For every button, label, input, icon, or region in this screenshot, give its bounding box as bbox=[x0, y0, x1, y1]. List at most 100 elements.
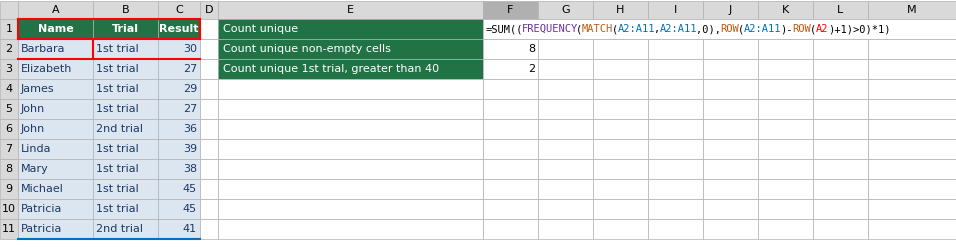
Bar bbox=[813, 219, 868, 239]
Text: (: ( bbox=[612, 24, 619, 34]
Bar bbox=[200, 199, 218, 219]
Bar bbox=[758, 159, 813, 179]
Bar bbox=[868, 219, 956, 239]
Bar bbox=[18, 139, 93, 159]
Text: 6: 6 bbox=[6, 124, 12, 134]
Bar bbox=[593, 199, 648, 219]
Bar bbox=[218, 39, 483, 59]
Bar bbox=[18, 39, 93, 59]
Bar bbox=[93, 219, 158, 239]
Bar bbox=[703, 59, 758, 79]
Bar bbox=[200, 59, 218, 79]
Bar bbox=[868, 19, 956, 39]
Bar bbox=[758, 1, 813, 19]
Bar bbox=[813, 199, 868, 219]
Text: 7: 7 bbox=[6, 144, 12, 154]
Bar bbox=[483, 19, 538, 39]
Text: 5: 5 bbox=[6, 104, 12, 114]
Bar bbox=[593, 179, 648, 199]
Bar bbox=[538, 99, 593, 119]
Bar bbox=[538, 159, 593, 179]
Bar bbox=[0, 99, 18, 119]
Bar bbox=[483, 59, 538, 79]
Bar bbox=[158, 99, 200, 119]
Text: 29: 29 bbox=[183, 84, 197, 94]
Bar bbox=[758, 119, 813, 139]
Text: D: D bbox=[205, 5, 213, 15]
Text: L: L bbox=[837, 5, 843, 15]
Text: 2: 2 bbox=[6, 44, 12, 54]
Text: 1st trial: 1st trial bbox=[96, 64, 139, 74]
Bar bbox=[18, 179, 93, 199]
Bar bbox=[218, 179, 483, 199]
Text: FREQUENCY: FREQUENCY bbox=[522, 24, 578, 34]
Text: G: G bbox=[561, 5, 570, 15]
Bar bbox=[703, 1, 758, 19]
Bar bbox=[93, 19, 158, 39]
Bar bbox=[0, 59, 18, 79]
Bar bbox=[218, 19, 483, 39]
Bar bbox=[538, 59, 593, 79]
Bar bbox=[758, 99, 813, 119]
Bar bbox=[648, 59, 703, 79]
Text: 27: 27 bbox=[183, 104, 197, 114]
Text: B: B bbox=[121, 5, 129, 15]
Text: 1: 1 bbox=[6, 24, 12, 34]
Bar bbox=[483, 19, 956, 39]
Bar bbox=[218, 1, 483, 19]
Bar bbox=[200, 139, 218, 159]
Bar bbox=[538, 199, 593, 219]
Text: Patricia: Patricia bbox=[21, 204, 62, 214]
Bar bbox=[758, 139, 813, 159]
Text: Barbara: Barbara bbox=[21, 44, 66, 54]
Text: E: E bbox=[347, 5, 354, 15]
Text: (: ( bbox=[810, 24, 816, 34]
Bar bbox=[93, 1, 158, 19]
Bar bbox=[200, 79, 218, 99]
Bar bbox=[0, 219, 18, 239]
Bar bbox=[703, 139, 758, 159]
Bar bbox=[0, 1, 18, 19]
Bar bbox=[538, 79, 593, 99]
Bar bbox=[758, 19, 813, 39]
Bar bbox=[703, 179, 758, 199]
Bar bbox=[758, 59, 813, 79]
Bar bbox=[758, 179, 813, 199]
Text: Mary: Mary bbox=[21, 164, 49, 174]
Bar bbox=[93, 59, 158, 79]
Text: 2: 2 bbox=[528, 64, 535, 74]
Text: Name: Name bbox=[37, 24, 74, 34]
Bar bbox=[200, 159, 218, 179]
Text: (: ( bbox=[738, 24, 745, 34]
Bar bbox=[158, 1, 200, 19]
Bar bbox=[868, 139, 956, 159]
Text: 27: 27 bbox=[183, 64, 197, 74]
Bar bbox=[868, 159, 956, 179]
Bar bbox=[483, 159, 538, 179]
Bar bbox=[703, 119, 758, 139]
Bar bbox=[200, 39, 218, 59]
Bar bbox=[758, 219, 813, 239]
Text: 8: 8 bbox=[6, 164, 12, 174]
Text: )+1)>0)*1): )+1)>0)*1) bbox=[828, 24, 890, 34]
Bar bbox=[483, 179, 538, 199]
Text: 3: 3 bbox=[6, 64, 12, 74]
Text: Michael: Michael bbox=[21, 184, 64, 194]
Bar bbox=[593, 219, 648, 239]
Bar bbox=[593, 99, 648, 119]
Bar bbox=[813, 1, 868, 19]
Bar bbox=[18, 199, 93, 219]
Text: 45: 45 bbox=[183, 204, 197, 214]
Bar bbox=[868, 199, 956, 219]
Bar bbox=[218, 219, 483, 239]
Bar bbox=[648, 1, 703, 19]
Bar bbox=[158, 179, 200, 199]
Text: ROW: ROW bbox=[720, 24, 739, 34]
Bar bbox=[648, 179, 703, 199]
Text: =SUM((: =SUM(( bbox=[486, 24, 524, 34]
Text: 10: 10 bbox=[2, 204, 16, 214]
Text: Count unique 1st trial, greater than 40: Count unique 1st trial, greater than 40 bbox=[223, 64, 439, 74]
Text: K: K bbox=[782, 5, 789, 15]
Bar bbox=[868, 99, 956, 119]
Bar bbox=[483, 1, 538, 19]
